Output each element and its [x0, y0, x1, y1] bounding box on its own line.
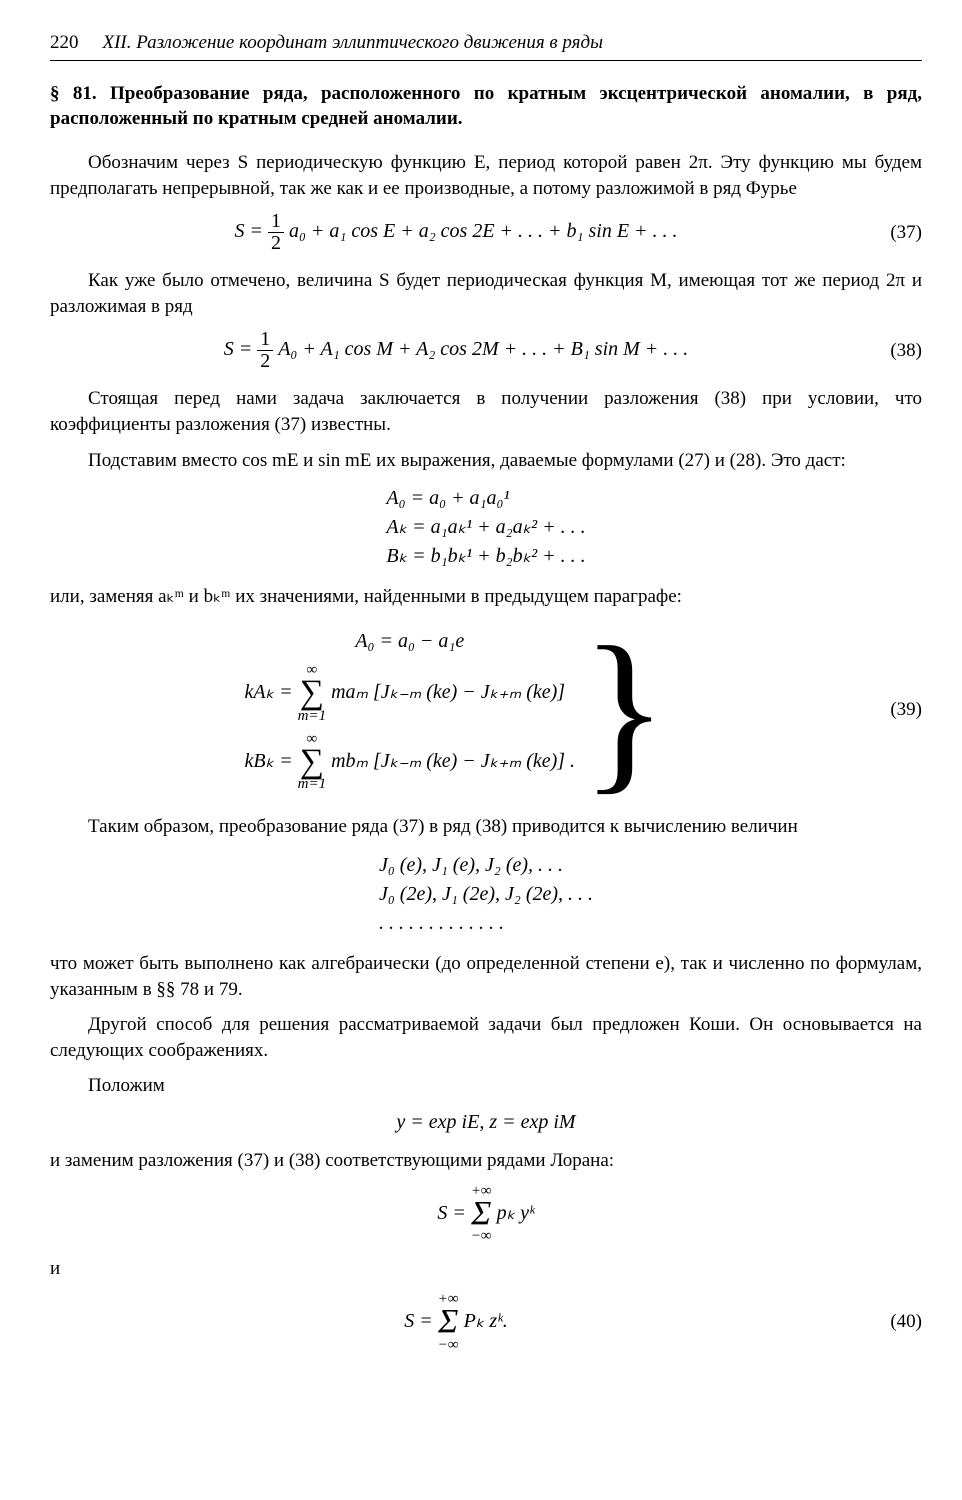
- paragraph: Обозначим через S периодическую функцию …: [50, 150, 922, 201]
- equation-S-pk: S = +∞ Σ −∞ pₖ yᵏ: [50, 1184, 922, 1245]
- equation-body: S = +∞ Σ −∞ Pₖ zᵏ.: [50, 1292, 862, 1353]
- paragraph: и заменим разложения (37) и (38) соответ…: [50, 1148, 922, 1174]
- sigma-icon: Σ: [438, 1307, 459, 1338]
- paragraph: Подставим вместо cos mE и sin mE их выра…: [50, 448, 922, 474]
- sigma-icon: ∑: [298, 747, 326, 778]
- equation-number: (38): [862, 338, 922, 364]
- paragraph: Положим: [50, 1073, 922, 1099]
- equation-39: A₀ = a₀ − a₁e kAₖ = ∞ ∑ m=1 maₘ [Jₖ₋ₘ (k…: [50, 620, 922, 800]
- equation-body: S = 1 2 a₀ + a₁ cos E + a₂ cos 2E + . . …: [50, 211, 862, 254]
- paragraph: Другой способ для решения рассматриваемо…: [50, 1012, 922, 1063]
- paragraph: и: [50, 1256, 922, 1282]
- sigma-icon: Σ: [471, 1199, 492, 1230]
- paragraph: Стоящая перед нами задача заключается в …: [50, 386, 922, 437]
- right-brace-icon: }: [581, 645, 667, 775]
- equation-body: S = 1 2 A₀ + A₁ cos M + A₂ cos 2M + . . …: [50, 329, 862, 372]
- equation-number: (37): [862, 220, 922, 246]
- paragraph: или, заменяя aₖᵐ и bₖᵐ их значениями, на…: [50, 584, 922, 610]
- page-number: 220: [50, 30, 79, 56]
- paragraph: Таким образом, преобразование ряда (37) …: [50, 814, 922, 840]
- chapter-title: XII. Разложение координат эллиптического…: [103, 30, 604, 56]
- equation-block-AB: A₀ = a₀ + a₁a₀¹ Aₖ = a₁aₖ¹ + a₂aₖ² + . .…: [50, 483, 922, 572]
- running-header: 220 XII. Разложение координат эллиптичес…: [50, 30, 922, 61]
- bessel-array: J₀ (e), J₁ (e), J₂ (e), . . . J₀ (2e), J…: [50, 850, 922, 939]
- paragraph: Как уже было отмечено, величина S будет …: [50, 268, 922, 319]
- equation-number: (39): [862, 697, 922, 723]
- sigma-icon: ∑: [298, 678, 326, 709]
- equation-37: S = 1 2 a₀ + a₁ cos E + a₂ cos 2E + . . …: [50, 211, 922, 254]
- equation-yz: y = exp iE, z = exp iM: [50, 1109, 922, 1136]
- paragraph: что может быть выполнено как алгебраичес…: [50, 951, 922, 1002]
- section-title: § 81. Преобразование ряда, расположенног…: [50, 81, 922, 132]
- equation-number: (40): [862, 1309, 922, 1335]
- equation-38: S = 1 2 A₀ + A₁ cos M + A₂ cos 2M + . . …: [50, 329, 922, 372]
- equation-body: A₀ = a₀ − a₁e kAₖ = ∞ ∑ m=1 maₘ [Jₖ₋ₘ (k…: [50, 620, 862, 800]
- equation-40: S = +∞ Σ −∞ Pₖ zᵏ. (40): [50, 1292, 922, 1353]
